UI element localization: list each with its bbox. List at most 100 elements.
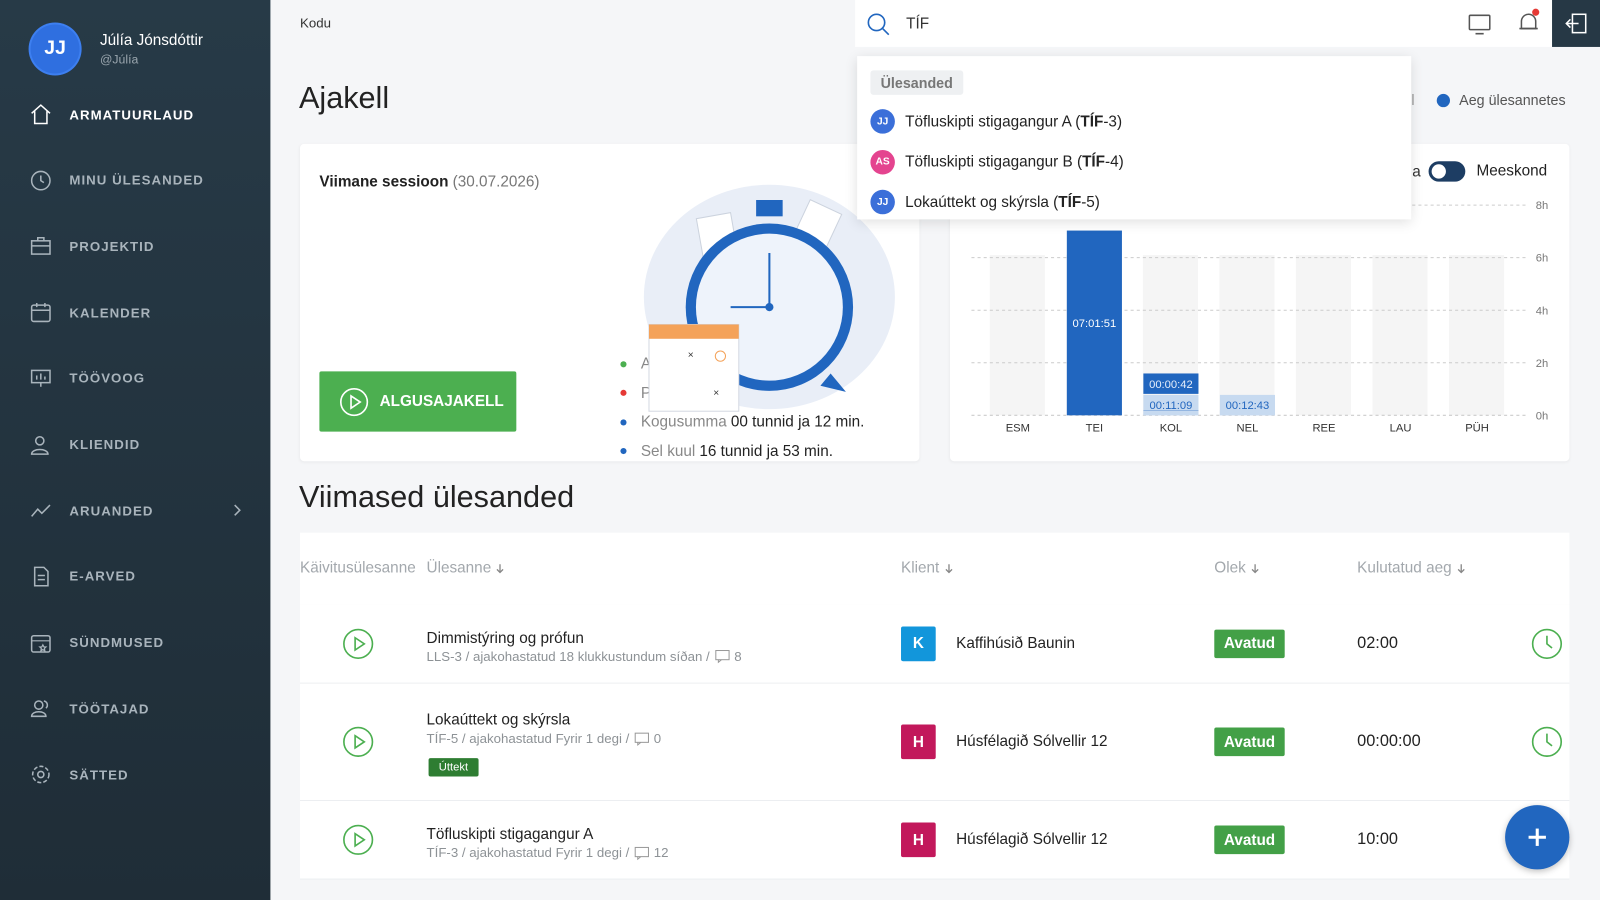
icon-shape [1251,563,1259,573]
icon-shape [350,393,362,410]
sort-arrow [496,563,504,573]
nav-item[interactable]: TÖÖTAJAD [0,688,270,729]
play-icon [339,387,369,416]
nav-icon [30,237,51,256]
sort-arrow [1251,563,1259,573]
icon-shape [30,700,49,718]
page-title: Ajakell [298,81,390,116]
day-background [1219,255,1275,416]
team-toggle[interactable] [1428,161,1466,182]
column-label: Klient [901,559,940,577]
icon-shape [634,846,649,857]
table-header: Käivitusülesanne Ülesanne Klient Olek Kuluta… [299,532,1570,606]
icon-shape [496,563,504,573]
legend-label[interactable]: Aeg ülesannetes [1459,91,1566,109]
nav-label: SÜNDMUSED [69,634,165,651]
task-meta: TÍF-3 / ajakohastatud Fyrir 1 degi / 12 [427,845,669,860]
nav-icon [30,634,51,653]
task-name[interactable]: Dimmistýring og prófun [426,629,584,647]
bullet [620,360,627,367]
toggle-label: Meeskond [1476,162,1548,180]
legend-marker [1436,93,1450,108]
y-tick-label: 8h [1536,200,1548,212]
monitor-icon[interactable] [1467,13,1491,35]
nav-item[interactable]: KLIENDID [0,424,270,465]
result-text: -3) [1103,112,1123,131]
play-task-button[interactable] [342,627,375,660]
x-tick-label: TEI [1086,423,1103,435]
icon-shape [31,104,51,125]
task-name[interactable]: Lokaúttekt og skýrsla [426,711,571,729]
start-timer-button[interactable]: ALGUSAJAKELL [319,371,517,432]
nav-item[interactable]: SÜNDMUSED [0,622,270,663]
y-tick-label: 0h [1536,410,1548,422]
status-badge: Avatud [1214,727,1285,757]
client-avatar: H [901,822,936,858]
column-header[interactable]: Kulutatud aeg [1357,559,1467,577]
icon-shape [31,303,50,312]
task-name[interactable]: Töfluskipti stigagangur A [426,825,594,843]
icon-shape [354,832,366,848]
nav-item[interactable]: SÄTTED [0,754,270,795]
icon-shape [31,765,50,784]
user-handle: @Júlía [99,52,139,67]
time-log-button[interactable] [1531,726,1564,759]
search-result[interactable]: JJ Töfluskipti stigagangur A (TÍF -3) [870,109,1123,134]
nav-icon [31,504,51,518]
nav-item[interactable]: TÖÖVOOG [0,358,270,399]
icon-shape [1546,635,1553,649]
nav-item[interactable]: KALENDER [0,292,270,333]
hidden-legend-fragment: ll [1408,91,1415,109]
result-avatar: AS [870,149,895,174]
nav-item[interactable]: MINU ÜLESANDED [0,160,270,201]
nav-item[interactable]: ARUANDED [0,490,270,531]
search-icon [867,13,890,36]
search-result[interactable]: JJ Lokaúttekt og skýrsla (TÍF -5) [870,189,1100,215]
column-label: Käivitusülesanne [299,559,416,577]
status-badge: Avatud [1214,825,1285,855]
nav-item[interactable]: ARMATUURLAUD [0,94,270,135]
session-item: Sel kuul 16 tunnid ja 53 min. [619,442,833,460]
result-text: Lokaúttekt og skýrsla ( [905,193,1059,211]
result-avatar: JJ [870,189,895,215]
icon-shape [343,824,374,855]
session-card: Viimane sessioon (30.07.2026) Alustama11… [299,143,920,462]
sidebar: JJ Júlía Jónsdóttir @Júlía ARMATUURLAUD M… [0,0,271,900]
logout-button[interactable] [1552,0,1600,47]
breadcrumb[interactable]: Kodu [299,15,331,31]
icon-shape [1532,8,1540,16]
play-task-button[interactable] [342,823,375,856]
client-avatar: K [901,626,936,661]
session-title: Viimane sessioon [319,173,449,191]
search-bar[interactable]: TÍF [855,0,1553,47]
nav-item[interactable]: PROJEKTID [0,226,270,267]
client-avatar: H [901,724,936,760]
column-header[interactable]: Ülesanne [427,559,507,577]
nav-icon [31,104,51,125]
search-input[interactable]: TÍF [906,15,930,33]
column-header[interactable]: Olek [1214,559,1261,577]
icon-shape [354,734,366,750]
add-button[interactable] [1505,805,1570,870]
column-header: Käivitusülesanne [300,559,416,576]
task-meta: LLS-3 / ajakohastatud 18 klukkustundum s… [427,648,742,663]
table-row: Dimmistýring og prófun LLS-3 / ajakohasta… [299,604,1570,684]
column-label: Kulutatud aeg [1357,559,1452,577]
icon-shape [34,435,45,446]
comment-icon [634,846,649,860]
nav-label: TÖÖTAJAD [69,700,150,717]
user-avatar[interactable]: JJ [30,24,80,74]
time-log-button[interactable] [1531,627,1564,660]
nav-item[interactable]: E-ARVED [0,556,270,597]
icon-shape [820,373,846,392]
bell-icon[interactable] [1516,8,1543,37]
column-header[interactable]: Klient [901,559,955,577]
search-result[interactable]: AS Töfluskipti stigagangur B (TÍF -4) [870,149,1124,174]
icon-shape [30,448,49,455]
nav-icon [33,566,49,587]
toggle-knob [1431,164,1446,179]
comment-icon [714,649,730,664]
play-task-button[interactable] [342,726,375,759]
